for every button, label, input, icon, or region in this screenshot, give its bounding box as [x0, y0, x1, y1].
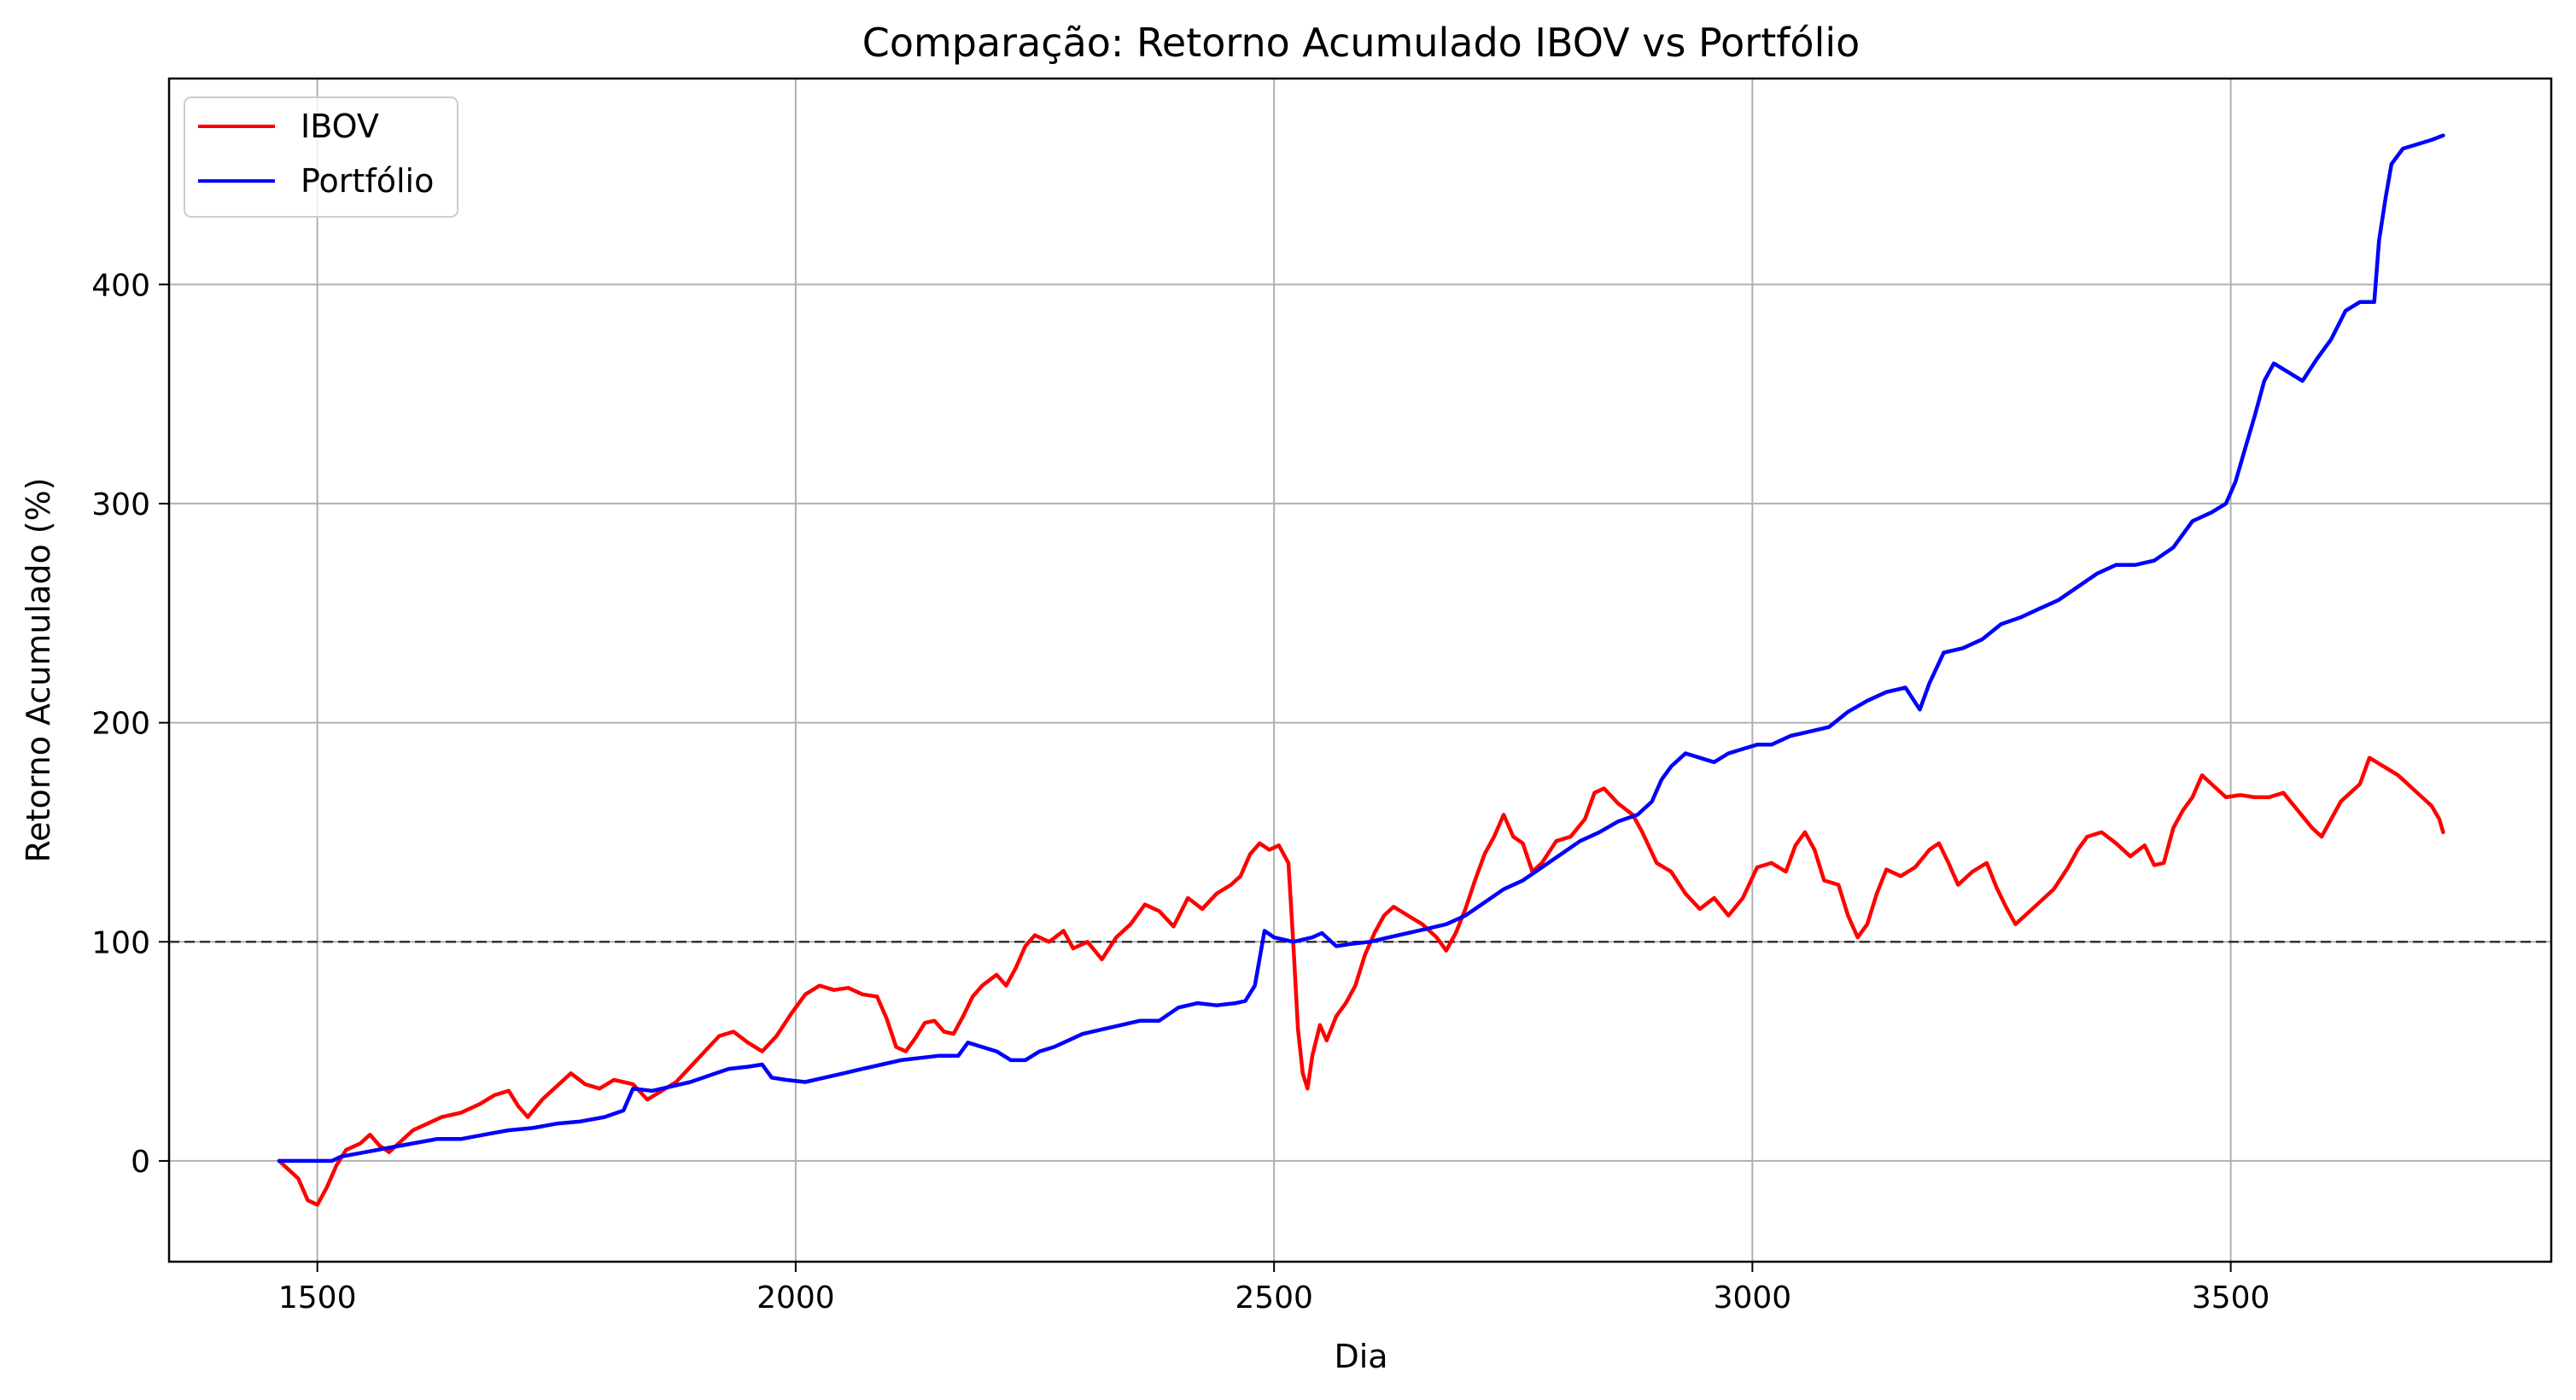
series-group	[277, 133, 2445, 1207]
x-tick-label: 2500	[1235, 1280, 1313, 1315]
x-tick-label: 1500	[278, 1280, 357, 1315]
series-line-portf-lio	[277, 133, 2445, 1164]
y-tick-label: 400	[91, 268, 150, 303]
x-axis-ticks: 1500 2000 2500 3000 3500	[278, 1262, 2270, 1315]
legend-label-ibov: IBOV	[301, 108, 379, 145]
legend-label-portfolio: Portfólio	[301, 162, 434, 200]
x-tick-label: 3500	[2192, 1280, 2270, 1315]
plot-area-frame	[167, 77, 2553, 1263]
y-tick-label: 0	[131, 1145, 150, 1180]
y-tick-label: 300	[91, 487, 150, 522]
y-tick-label: 100	[91, 925, 150, 960]
chart-title: Comparação: Retorno Acumulado IBOV vs Po…	[862, 20, 1860, 66]
legend: IBOV Portfólio	[184, 96, 459, 218]
y-tick-label: 200	[91, 707, 150, 742]
x-axis-label: Dia	[1334, 1338, 1387, 1375]
y-axis-ticks: 0 100 200 300 400	[91, 268, 169, 1180]
x-tick-label: 2000	[756, 1280, 835, 1315]
x-tick-label: 3000	[1714, 1280, 1792, 1315]
series-line-ibov	[277, 755, 2445, 1207]
y-axis-label: Retorno Acumulado (%)	[20, 477, 57, 862]
